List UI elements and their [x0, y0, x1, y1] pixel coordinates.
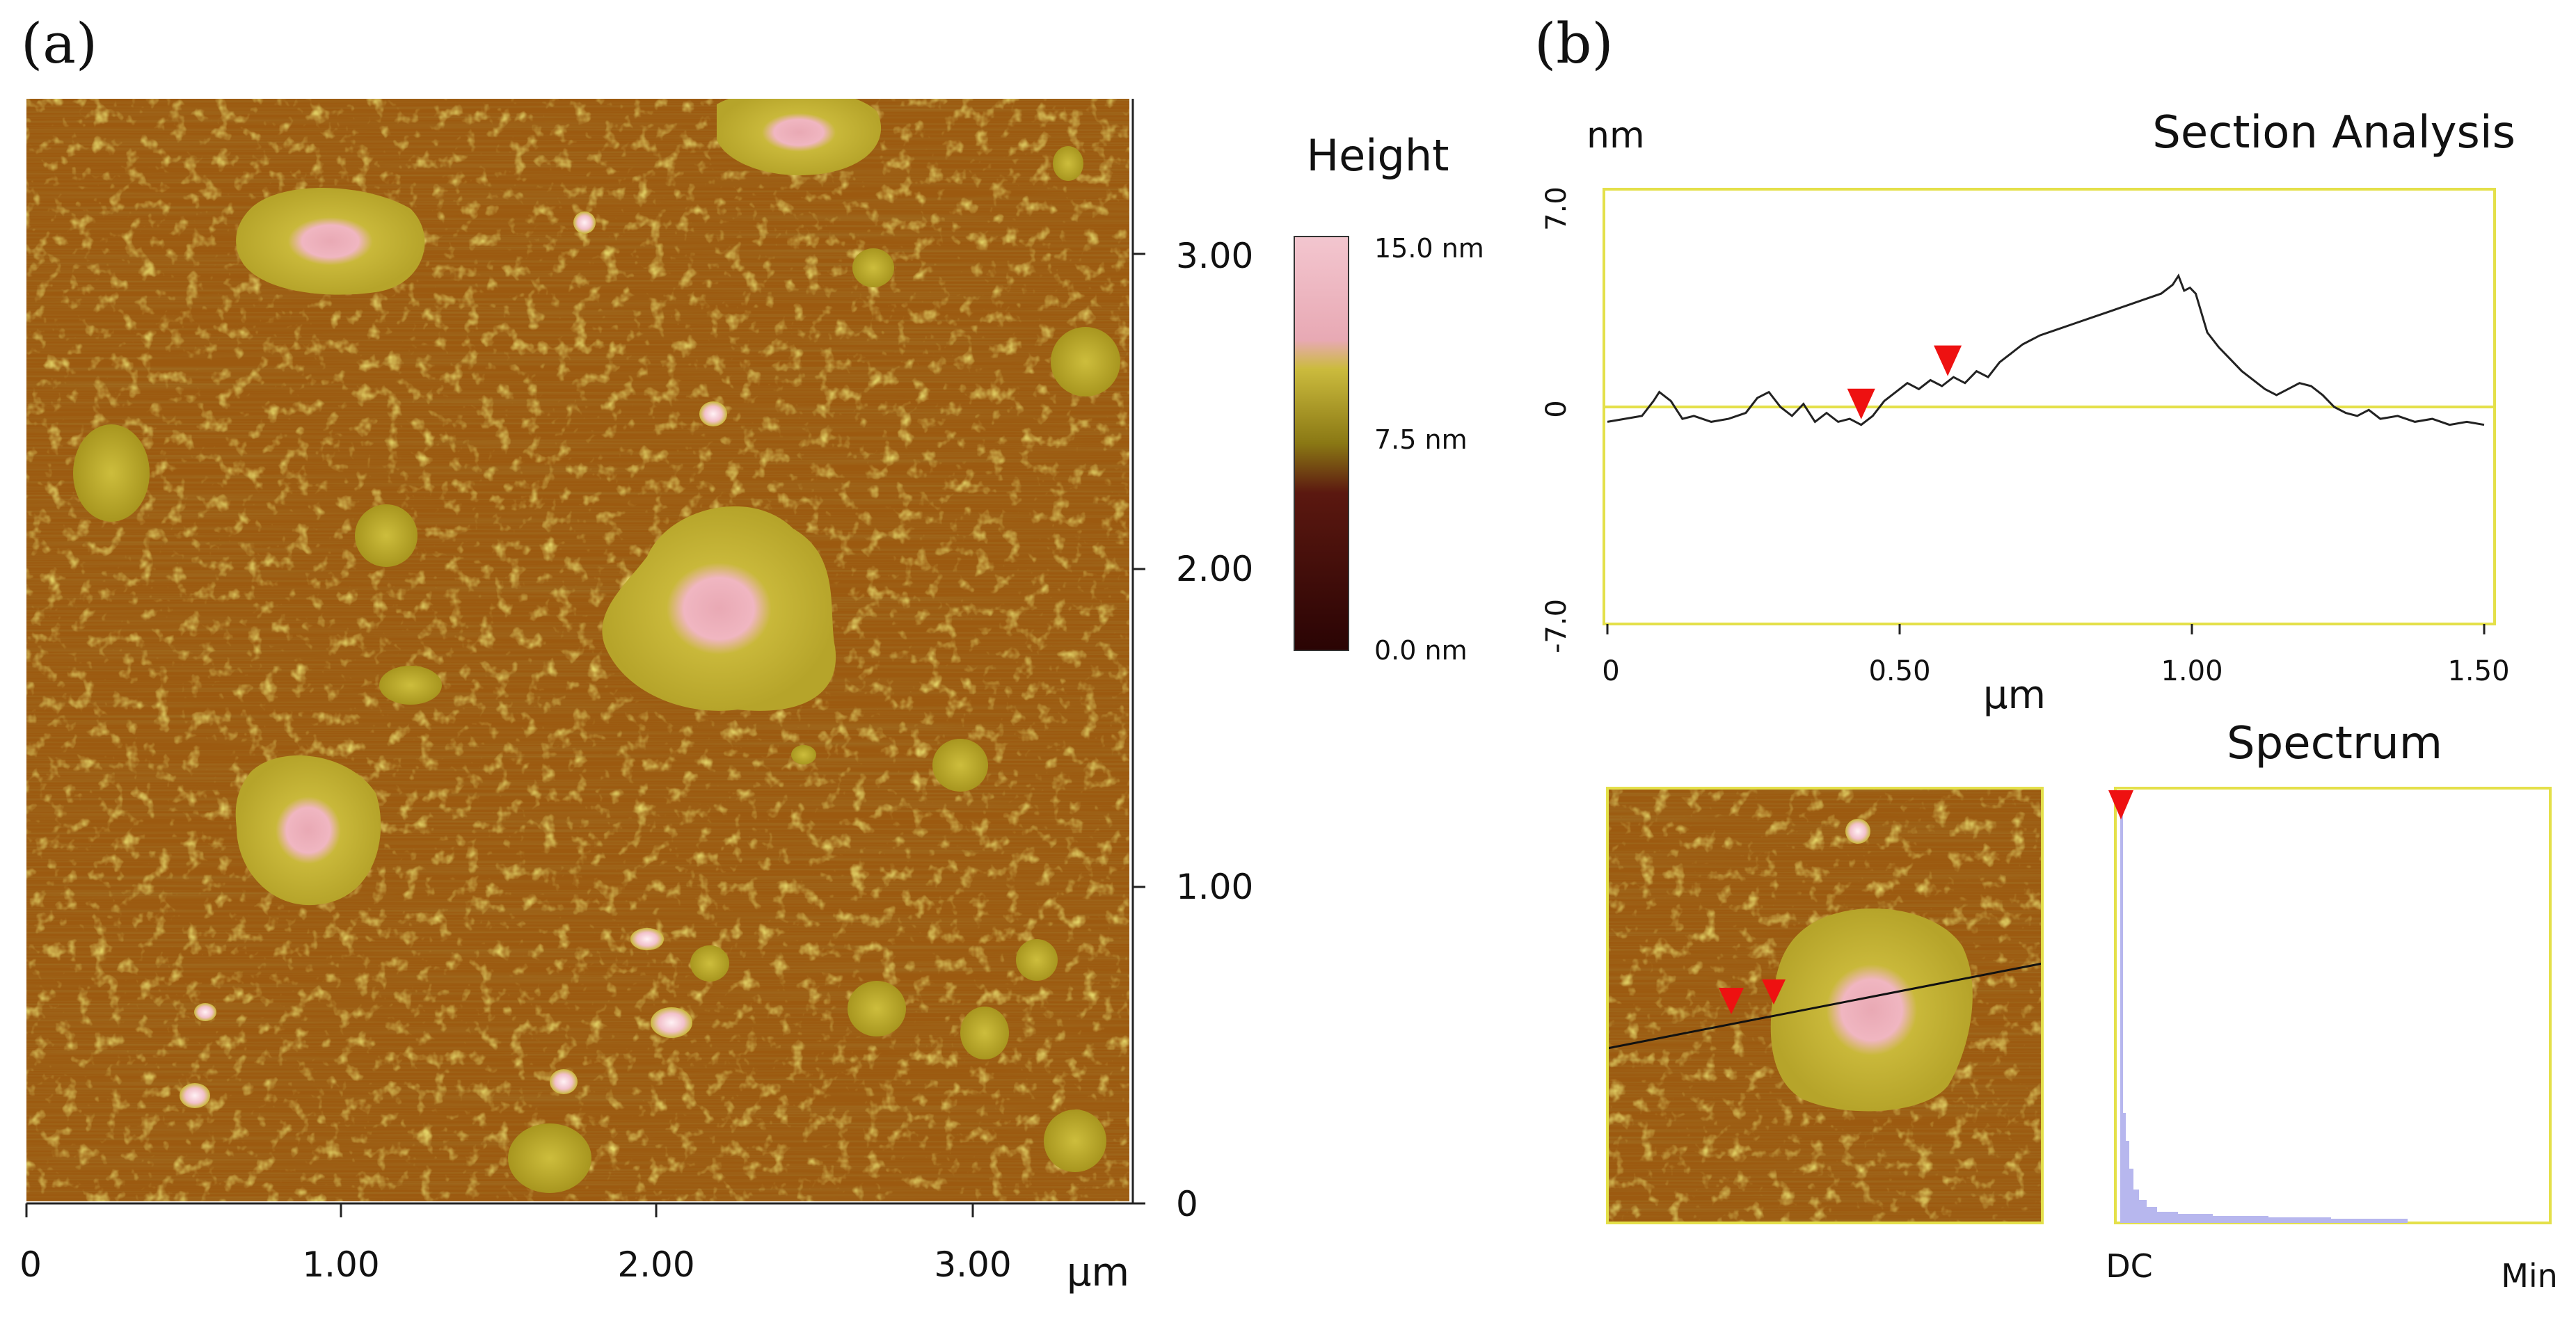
section-inset-image	[1606, 787, 2044, 1224]
grain	[1016, 939, 1058, 981]
panel-a-x-axis: 0 1.00 2.00 3.00 μm	[19, 1202, 1133, 1295]
particle-top-left	[236, 188, 425, 295]
spectrum-frame	[2114, 787, 2552, 1224]
bright-dot	[651, 1007, 692, 1038]
particle-large-center	[602, 506, 836, 711]
section-x-tick: 1.00	[2161, 655, 2223, 687]
colorbar-gradient	[1294, 236, 1349, 651]
grain	[791, 745, 816, 764]
x-axis-unit: μm	[1067, 1250, 1129, 1295]
grain	[690, 945, 729, 982]
spectrum-dc-label: DC	[2106, 1247, 2153, 1285]
section-title: Section Analysis	[2152, 107, 2515, 159]
x-tick-label: 2.00	[617, 1244, 694, 1285]
section-marker	[1847, 388, 1875, 419]
bright-dot	[1845, 819, 1870, 844]
panel-a-label: (a)	[21, 11, 97, 76]
section-y-tick: 7.0	[1541, 186, 1573, 231]
section-x-tick: 0.50	[1868, 655, 1930, 687]
panel-b-label: (b)	[1534, 11, 1614, 76]
y-tick-label: 2.00	[1176, 549, 1253, 589]
y-tick-label: 1.00	[1176, 867, 1253, 907]
spectrum-title: Spectrum	[2227, 718, 2442, 769]
grain	[355, 504, 418, 567]
section-y-tick: -7.0	[1541, 599, 1573, 653]
x-tick-label: 1.00	[302, 1244, 379, 1285]
grain	[848, 981, 906, 1036]
grain	[852, 248, 894, 287]
section-x-tick: 1.50	[2447, 655, 2509, 687]
afm-height-image	[26, 99, 1129, 1201]
bright-dot	[550, 1069, 578, 1094]
grain	[1044, 1110, 1106, 1172]
grain	[1053, 146, 1083, 181]
y-tick-label: 3.00	[1176, 236, 1253, 276]
bright-dot	[630, 928, 664, 950]
inset-marker	[1719, 988, 1744, 1014]
grain	[379, 666, 442, 705]
colorbar-min-label: 0.0 nm	[1374, 635, 1468, 666]
bright-dot	[194, 1003, 216, 1021]
section-marker	[1934, 345, 1962, 376]
grain	[1051, 327, 1120, 397]
x-tick-label: 0	[19, 1244, 42, 1285]
spectrum-min-label: Min	[2501, 1257, 2558, 1295]
bright-dot	[180, 1083, 210, 1108]
grain	[73, 424, 150, 522]
bright-dot	[699, 401, 727, 426]
inset-particle	[1770, 908, 1973, 1112]
colorbar-mid-label: 7.5 nm	[1374, 424, 1468, 455]
colorbar-title: Height	[1307, 130, 1449, 181]
section-y-tick: 0	[1541, 400, 1573, 417]
grain	[960, 1007, 1009, 1059]
spectrum-marker	[2108, 790, 2133, 819]
section-markers	[1847, 345, 1962, 419]
section-line	[1607, 962, 2042, 1050]
panel-a-y-axis: 3.00 2.00 1.00 0	[1131, 99, 1253, 1224]
grain	[508, 1123, 591, 1193]
x-tick-label: 3.00	[934, 1244, 1011, 1285]
height-colorbar: Height 15.0 nm 7.5 nm 0.0 nm	[1294, 130, 1484, 666]
section-x-tick: 0	[1602, 655, 1619, 687]
inset-marker	[1762, 979, 1786, 1004]
colorbar-max-label: 15.0 nm	[1374, 233, 1484, 264]
grain	[932, 739, 988, 792]
particle-left-mid	[235, 755, 381, 906]
section-analysis-plot: nm Section Analysis 7.0 0 -7.0 0 0.50 1.…	[1541, 107, 2515, 718]
section-y-unit: nm	[1587, 115, 1645, 157]
particle-top-edge	[717, 99, 881, 175]
y-tick-label: 0	[1176, 1184, 1198, 1224]
height-profile-line	[1607, 273, 2485, 426]
spectrum-plot: DC Min	[2106, 787, 2558, 1295]
bright-dot	[573, 211, 596, 234]
section-x-unit: μm	[1983, 673, 2046, 718]
